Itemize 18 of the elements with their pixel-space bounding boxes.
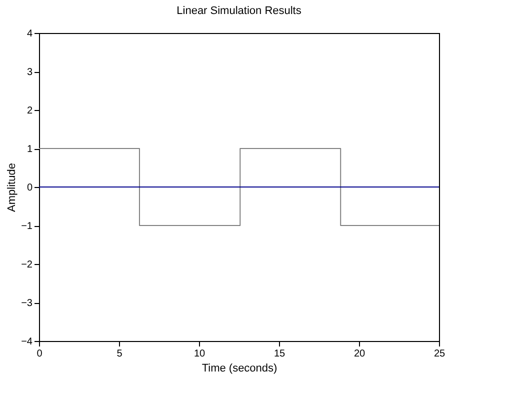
y-tick-label: −1 — [21, 221, 33, 232]
y-tick-label: 0 — [26, 182, 33, 194]
x-tick-label: 5 — [116, 348, 123, 360]
y-tick-label: 3 — [26, 67, 33, 78]
y-tick-label: 1 — [26, 144, 33, 155]
y-tick-label: −4 — [21, 336, 33, 348]
x-tick-label: 20 — [354, 348, 366, 360]
y-axis-title: Amplitude — [6, 163, 18, 212]
x-tick-label: 15 — [274, 348, 286, 360]
y-tick-label: 2 — [26, 106, 33, 116]
y-tick-label: 4 — [26, 28, 33, 40]
x-tick-label: 10 — [194, 348, 206, 360]
x-axis-title: Time (seconds) — [202, 362, 278, 374]
chart-title: Linear Simulation Results — [176, 5, 302, 17]
y-tick-label: −3 — [21, 298, 33, 309]
x-tick-label: 25 — [434, 348, 446, 360]
y-tick-label: −2 — [21, 260, 33, 270]
x-tick-label: 0 — [36, 348, 43, 360]
